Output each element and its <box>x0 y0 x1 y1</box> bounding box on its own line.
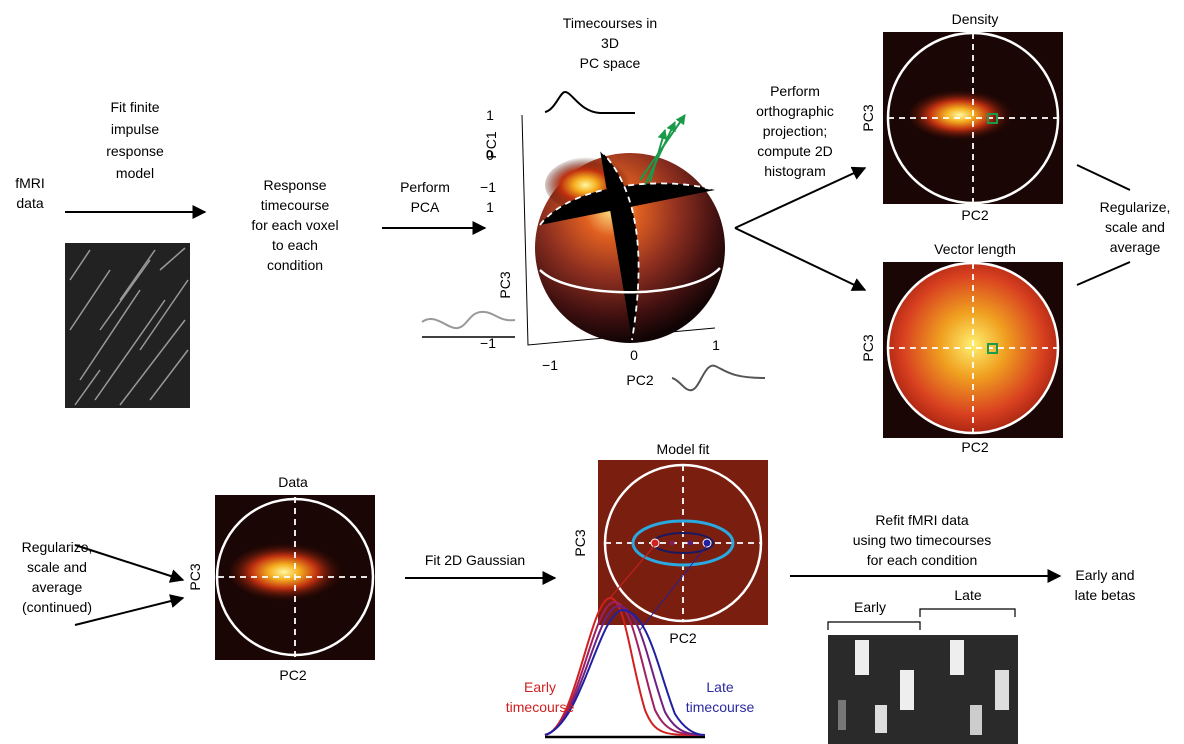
arrow <box>735 228 865 290</box>
label-line: timecourse <box>261 197 330 213</box>
tick-label: 1 <box>712 337 720 353</box>
connector <box>1077 165 1130 190</box>
label-line: condition <box>267 257 323 273</box>
density-map <box>883 32 1063 204</box>
tick-label: −1 <box>480 179 496 195</box>
pc1-wave <box>545 92 635 113</box>
axis-label: PC2 <box>626 372 653 388</box>
tick-label: −1 <box>542 357 558 373</box>
tick-label: 0 <box>630 347 638 363</box>
label-line: 3D <box>601 35 619 51</box>
data-map <box>215 495 375 660</box>
sphere <box>535 115 725 343</box>
label-line: average <box>32 579 83 595</box>
axis-label: PC2 <box>279 667 306 683</box>
label-line: Fit finite <box>110 99 159 115</box>
label-line: orthographic <box>756 103 834 119</box>
label: Fit 2D Gaussian <box>425 552 525 568</box>
axis-label: PC2 <box>961 439 988 455</box>
label: Timecourses in 3D PC space <box>563 15 657 71</box>
label-line: Perform <box>770 83 820 99</box>
label-line: using two timecourses <box>853 532 992 548</box>
panel-title: Density <box>952 11 999 27</box>
axis-label: PC3 <box>187 563 203 590</box>
label-line: response <box>106 143 164 159</box>
label-line: impulse <box>111 121 159 137</box>
label-line: for each condition <box>867 552 978 568</box>
panel-title: Vector length <box>934 241 1016 257</box>
label-line: late betas <box>1075 587 1136 603</box>
label-line: fMRI <box>15 175 45 191</box>
label: Early <box>854 599 886 615</box>
pc2-wave <box>672 366 765 391</box>
axis-label: PC2 <box>669 630 696 646</box>
betas-image <box>828 635 1018 744</box>
tick-label: 1 <box>486 107 494 123</box>
label-line: Refit fMRI data <box>875 512 969 528</box>
label-line: for each voxel <box>251 217 338 233</box>
label-line: Early and <box>1075 567 1134 583</box>
tick-label: 0 <box>486 147 494 163</box>
panel-title: Model fit <box>657 441 710 457</box>
arrow <box>75 545 183 580</box>
axis-label: PC3 <box>497 271 513 298</box>
label-line: Early <box>524 679 556 695</box>
connector <box>1077 262 1130 285</box>
panel-title: Data <box>278 474 308 490</box>
label-line: Perform <box>400 179 450 195</box>
label: Fit finite impulse response model <box>106 99 164 181</box>
label-line: PCA <box>411 199 440 215</box>
model-fit-map <box>598 460 768 625</box>
label-line: timecourse <box>506 699 575 715</box>
label-line: Late <box>706 679 733 695</box>
label-line: (continued) <box>22 599 92 615</box>
label-line: data <box>16 195 43 211</box>
label-line: Response <box>263 177 326 193</box>
label: Early timecourse <box>506 679 575 715</box>
label-line: projection; <box>763 123 828 139</box>
label: Refit fMRI data using two timecourses for … <box>853 512 992 568</box>
label-line: average <box>1110 239 1161 255</box>
label-line: timecourse <box>686 699 755 715</box>
label-line: Timecourses in <box>563 15 657 31</box>
label-line: scale and <box>27 559 87 575</box>
label: Regularize, scale and average <box>1100 199 1171 255</box>
label: Late <box>954 587 981 603</box>
label: Perform orthographic projection; compute 2D… <box>756 83 834 179</box>
label: Late timecourse <box>686 679 755 715</box>
label-line: Regularize, <box>1100 199 1171 215</box>
pc3-wave <box>422 312 515 337</box>
label-line: histogram <box>764 163 825 179</box>
fmri-image <box>65 243 190 408</box>
label: Response timecourse for each voxel to each c… <box>251 177 338 273</box>
label-line: PC space <box>580 55 641 71</box>
axis-label: PC3 <box>860 334 876 361</box>
label-line: scale and <box>1105 219 1165 235</box>
tick-label: 1 <box>486 199 494 215</box>
vector-length-map <box>883 262 1063 438</box>
label: Perform PCA <box>400 179 450 215</box>
axis-label: PC3 <box>860 104 876 131</box>
figure: fMRIdata Fit finiteimpulseresponsemodel … <box>0 0 1184 744</box>
axis-label: PC3 <box>572 529 588 556</box>
label: fMRI data <box>15 175 45 211</box>
label-line: compute 2D <box>757 143 832 159</box>
label-line: model <box>116 165 154 181</box>
label-line: to each <box>272 237 318 253</box>
axis-label: PC2 <box>961 207 988 223</box>
label: Early and late betas <box>1075 567 1136 603</box>
